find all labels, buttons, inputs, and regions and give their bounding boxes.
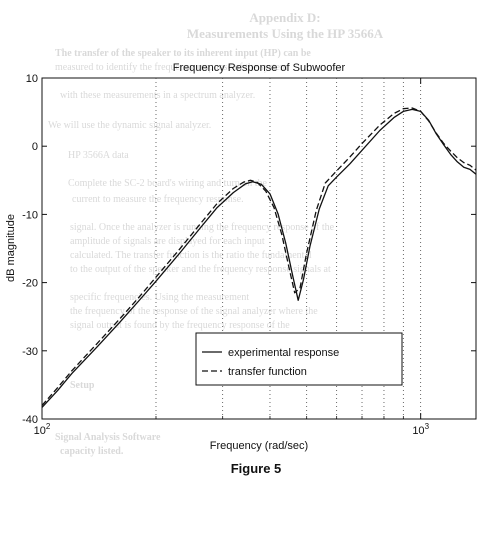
series-line-transfer [42,107,476,406]
bleed-line: with these measurements in a spectrum an… [60,90,255,101]
legend-label-transfer: transfer function [228,366,307,378]
y-tick-label: 0 [32,141,38,153]
bleed-through-text: Appendix D: Measurements Using the HP 35… [48,10,384,457]
y-tick-label: -20 [22,278,38,290]
y-tick-label: -30 [22,346,38,358]
bleed-heading-1: Appendix D: [249,10,320,25]
plot-area [41,77,477,420]
bleed-heading-2: Measurements Using the HP 3566A [187,26,384,41]
legend-box [195,332,403,386]
series-line-experimental [42,108,476,408]
y-tick-label: -10 [22,209,38,221]
bleed-line: calculated. The transfer function is the… [70,250,312,261]
bleed-line: measured to identify the frequency respo… [55,62,288,73]
chart-title: Frequency Response of Subwoofer [173,62,346,74]
figure-caption: Figure 5 [231,461,282,476]
data-series [42,107,476,408]
x-tick-label: 103 [412,422,429,437]
bleed-line: Setup [70,380,95,391]
legend: experimental response transfer function [195,332,403,386]
bleed-line: Complete the SC-2 board's wiring and tur… [68,178,268,189]
bleed-line: the frequency of the response of the sig… [70,306,318,317]
bleed-line: Signal Analysis Software [55,432,161,443]
x-tick-label: 102 [34,422,51,437]
bleed-line: We will use the dynamic signal analyzer. [48,120,211,131]
bleed-line: current to measure the frequency respons… [72,194,244,205]
bleed-line: signal output is found by the frequency … [70,320,290,331]
bleed-line: The transfer of the speaker to its inher… [55,48,311,59]
bleed-line: to the output of the speaker and the fre… [70,264,331,275]
bleed-line: amplitude of signals are displayed for e… [70,236,265,247]
bleed-line: signal. Once the analyzer is running the… [70,222,335,233]
y-tick-label: -40 [22,414,38,426]
x-axis-label: Frequency (rad/sec) [210,440,308,452]
y-axis-label: dB magnitude [5,214,17,282]
bleed-line: HP 3566A data [68,150,129,161]
legend-label-experimental: experimental response [228,347,339,359]
y-tick-label: 10 [26,73,38,85]
bleed-line: specific frequencies. Using the measurem… [70,292,249,303]
bleed-line: capacity listed. [60,446,124,457]
